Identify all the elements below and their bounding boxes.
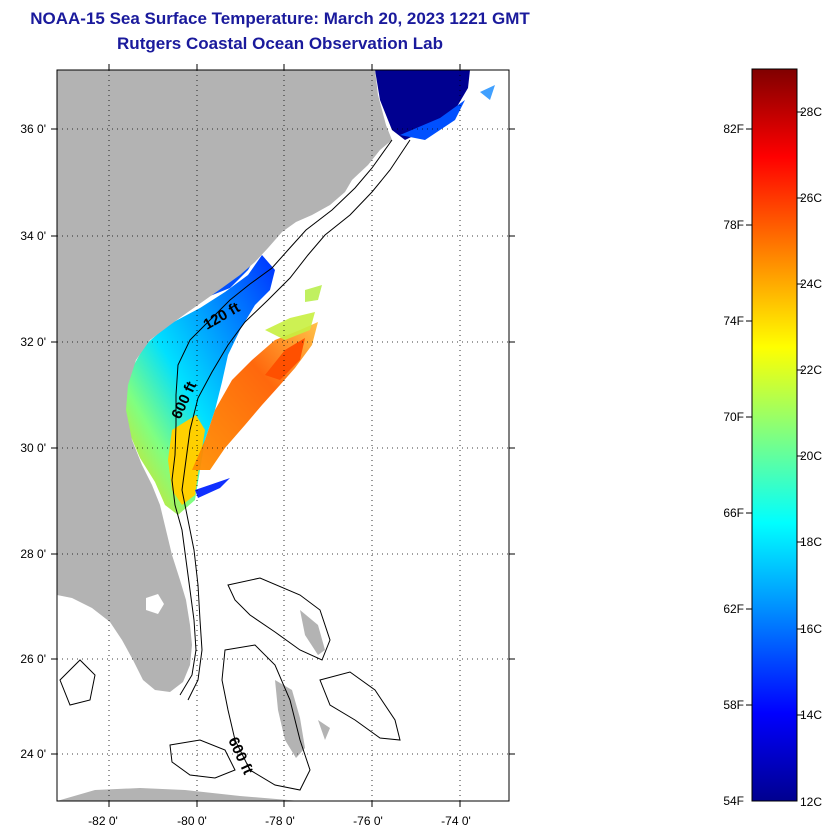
lat-tick-label: 34 0'	[20, 229, 46, 243]
lon-tick-label: -82 0'	[88, 814, 118, 828]
colorbar-f-label: 82F	[723, 122, 744, 136]
colorbar-c-label: 26C	[800, 191, 822, 205]
lon-tick-label: -78 0'	[265, 814, 295, 828]
colorbar-gradient	[751, 68, 798, 802]
colorbar-c-label: 16C	[800, 622, 822, 636]
map-frame	[56, 69, 510, 802]
land-bahamas	[275, 680, 305, 758]
lat-tick-label: 32 0'	[20, 335, 46, 349]
colorbar-c-label: 24C	[800, 277, 822, 291]
grid-lines	[57, 70, 509, 801]
lat-tick-label: 24 0'	[20, 747, 46, 761]
bathymetry-contours	[59, 139, 411, 791]
colorbar-c-label: 22C	[800, 363, 822, 377]
map-subtitle: Rutgers Coastal Ocean Observation Lab	[117, 34, 443, 53]
sst-coastal-band	[124, 255, 275, 515]
lat-tick-label: 28 0'	[20, 547, 46, 561]
sst-cold-water	[375, 70, 470, 140]
tick-marks	[51, 64, 515, 807]
colorbar-f-label: 70F	[723, 410, 744, 424]
colorbar-c-label: 14C	[800, 708, 822, 722]
colorbar-f-label: 78F	[723, 218, 744, 232]
lat-tick-label: 36 0'	[20, 122, 46, 136]
lon-tick-label: -76 0'	[353, 814, 383, 828]
lat-tick-label: 26 0'	[20, 652, 46, 666]
land-north-america	[57, 70, 392, 692]
colorbar-c-label: 20C	[800, 449, 822, 463]
map-title: NOAA-15 Sea Surface Temperature: March 2…	[30, 9, 530, 28]
lat-tick-labels: 36 0' 34 0' 32 0' 30 0' 28 0' 26 0' 24 0…	[20, 122, 46, 761]
colorbar-f-label: 66F	[723, 506, 744, 520]
colorbar-c-label: 12C	[800, 795, 822, 809]
lon-tick-label: -80 0'	[177, 814, 207, 828]
colorbar-c-label: 28C	[800, 105, 822, 119]
lat-tick-label: 30 0'	[20, 441, 46, 455]
map-area: 120 ft 600 ft 600 ft	[57, 70, 509, 801]
colorbar: 82F 78F 74F 70F 66F 62F 58F 54F 28C 26C …	[723, 68, 822, 809]
colorbar-f-label: 58F	[723, 698, 744, 712]
colorbar-c-label: 18C	[800, 535, 822, 549]
colorbar-f-label: 54F	[723, 794, 744, 808]
colorbar-f-label: 74F	[723, 314, 744, 328]
lon-tick-labels: -82 0' -80 0' -78 0' -76 0' -74 0'	[88, 814, 471, 828]
colorbar-f-label: 62F	[723, 602, 744, 616]
lon-tick-label: -74 0'	[441, 814, 471, 828]
land-cuba	[57, 788, 300, 801]
